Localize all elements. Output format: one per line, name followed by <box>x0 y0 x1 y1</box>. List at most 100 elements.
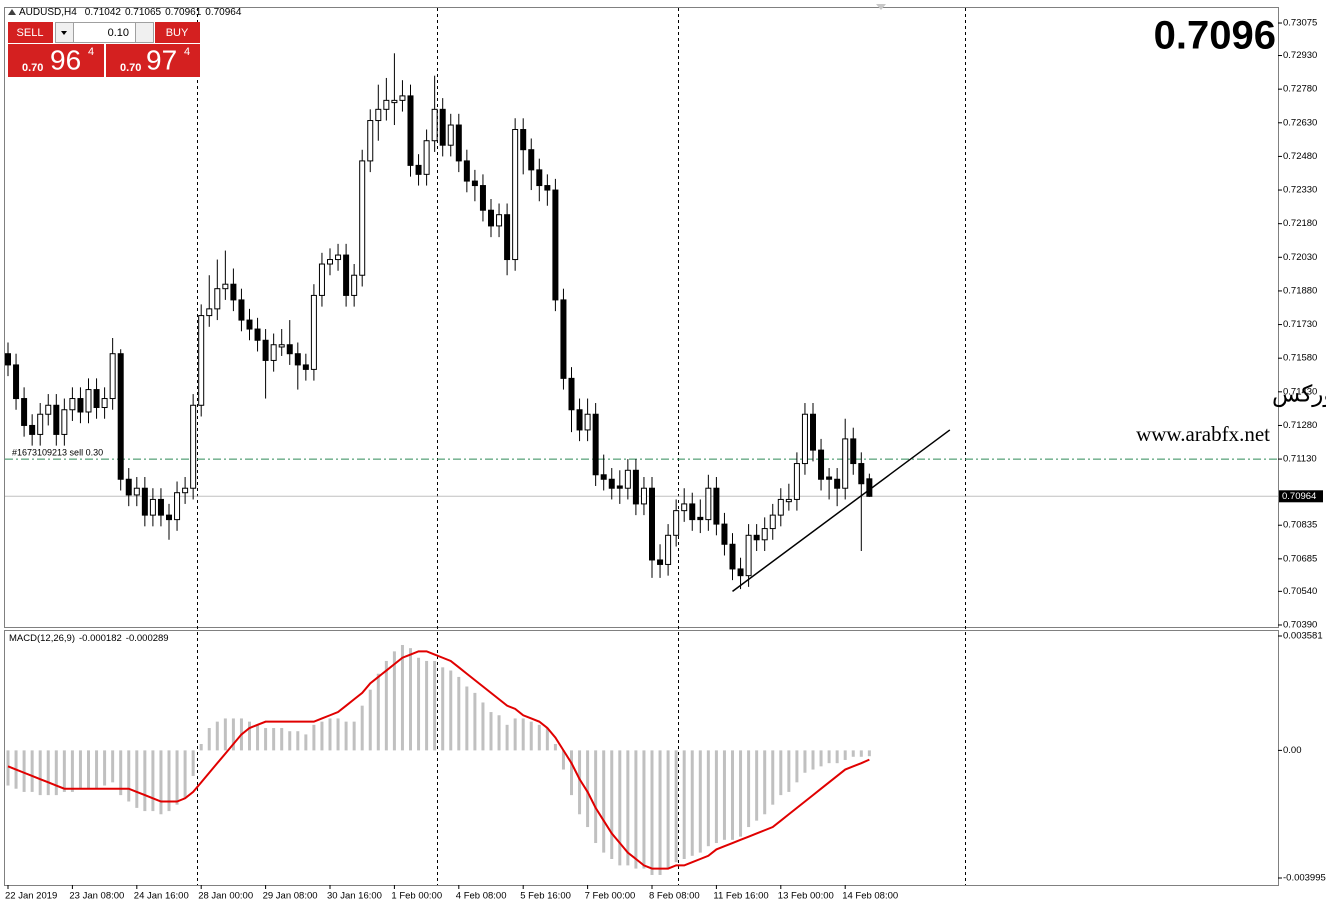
current-price-box <box>1279 490 1323 503</box>
candle-body <box>657 559 664 565</box>
sell-label[interactable]: SELL <box>17 27 44 39</box>
macd-bar <box>690 750 694 856</box>
macd-bar <box>280 728 284 751</box>
candle-body <box>230 283 237 301</box>
macd-bar <box>103 750 107 786</box>
candle-body <box>286 344 293 355</box>
macd-bar <box>30 750 34 792</box>
candle-body <box>343 254 350 296</box>
sell-button[interactable] <box>8 22 53 43</box>
x-tick-label: 7 Feb 00:00 <box>585 891 636 902</box>
macd-bar <box>320 721 324 751</box>
y-tick-label: 0.72780 <box>1283 84 1317 95</box>
candle-body <box>238 299 245 321</box>
buy-button[interactable] <box>155 22 200 43</box>
macd-bar <box>392 651 396 751</box>
candle-body <box>351 274 358 296</box>
macd-bar <box>867 750 871 757</box>
macd-bar <box>626 750 630 866</box>
candle-body <box>488 209 494 227</box>
y-tick-label: 0.72030 <box>1283 252 1317 263</box>
macd-bar <box>344 721 348 751</box>
macd-bar <box>360 705 364 751</box>
candle-body <box>850 438 857 465</box>
macd-bar <box>417 657 421 751</box>
macd-bar <box>336 718 340 751</box>
candle-body <box>520 129 527 151</box>
candle-body <box>640 487 647 505</box>
order-label: #1673109213 sell 0.30 <box>12 447 103 457</box>
macd-bar <box>183 750 187 799</box>
macd-bar <box>779 750 783 796</box>
candle-body <box>455 124 462 162</box>
sell-price-box[interactable] <box>8 44 104 77</box>
price-panel-frame <box>4 7 1279 628</box>
candle-body <box>624 469 631 489</box>
sell-pip: 4 <box>88 46 94 58</box>
buy-price-box[interactable] <box>106 44 200 77</box>
macd-bar <box>827 750 831 764</box>
macd-bar <box>714 750 718 844</box>
macd-bar <box>296 731 300 751</box>
macd-bar <box>223 718 227 751</box>
candle-body <box>504 214 511 261</box>
macd-bar <box>38 750 42 796</box>
macd-bar <box>674 750 678 863</box>
y-tick-label: 0.73075 <box>1283 18 1317 29</box>
candle-body <box>793 463 800 500</box>
macd-bar <box>497 715 501 751</box>
candle-body <box>254 328 261 341</box>
macd-bar <box>328 718 332 751</box>
macd-bar <box>634 750 638 869</box>
macd-bar <box>819 750 823 767</box>
macd-bar <box>207 728 211 751</box>
macd-bar <box>175 750 179 805</box>
macd-bar <box>400 644 404 751</box>
symbol-title: AUDUSD,H4 <box>19 7 77 18</box>
macd-bar <box>167 750 171 812</box>
macd-bar <box>739 750 743 837</box>
candle-body <box>327 259 333 265</box>
candle-body <box>399 95 406 101</box>
candle-body <box>13 364 20 400</box>
macd-bar <box>191 750 195 776</box>
candle-body <box>423 140 430 175</box>
macd-bar <box>610 750 614 859</box>
buy-label[interactable]: BUY <box>166 27 189 39</box>
candle-body <box>69 398 76 411</box>
macd-bar <box>272 728 276 751</box>
macd-bar <box>650 750 654 875</box>
candle-body <box>206 308 213 317</box>
candle-body <box>496 214 503 227</box>
price-display: 0.7096 <box>1154 14 1276 58</box>
y-tick-label: 0.71280 <box>1283 420 1317 431</box>
y-tick-label: 0.72630 <box>1283 117 1317 128</box>
candle-body <box>262 339 269 361</box>
macd-bar <box>288 731 292 751</box>
lot-value[interactable]: 0.10 <box>108 27 129 39</box>
lot-up[interactable] <box>135 22 154 43</box>
candle-body <box>536 169 543 187</box>
macd-bar <box>731 750 734 840</box>
candle-body <box>246 319 253 330</box>
candle-body <box>310 294 317 370</box>
signal-line <box>7 650 870 870</box>
macd-bar <box>521 718 525 751</box>
candle-body <box>608 478 615 489</box>
macd-bar <box>787 750 791 792</box>
macd-bar <box>473 692 477 751</box>
macd-bar <box>215 721 219 751</box>
candle-body <box>649 487 655 561</box>
macd-bar <box>449 670 453 751</box>
candle-body <box>761 528 768 541</box>
candle-body <box>818 449 825 480</box>
header-value: 0.70961 <box>165 7 202 18</box>
y-tick-label: 0.70540 <box>1283 586 1317 597</box>
candle-body <box>77 398 84 413</box>
macd-bar <box>803 750 807 773</box>
candle-body <box>149 498 156 516</box>
trendline <box>732 429 951 592</box>
watermark-name: منتديات عرب فوركس <box>1272 381 1326 407</box>
